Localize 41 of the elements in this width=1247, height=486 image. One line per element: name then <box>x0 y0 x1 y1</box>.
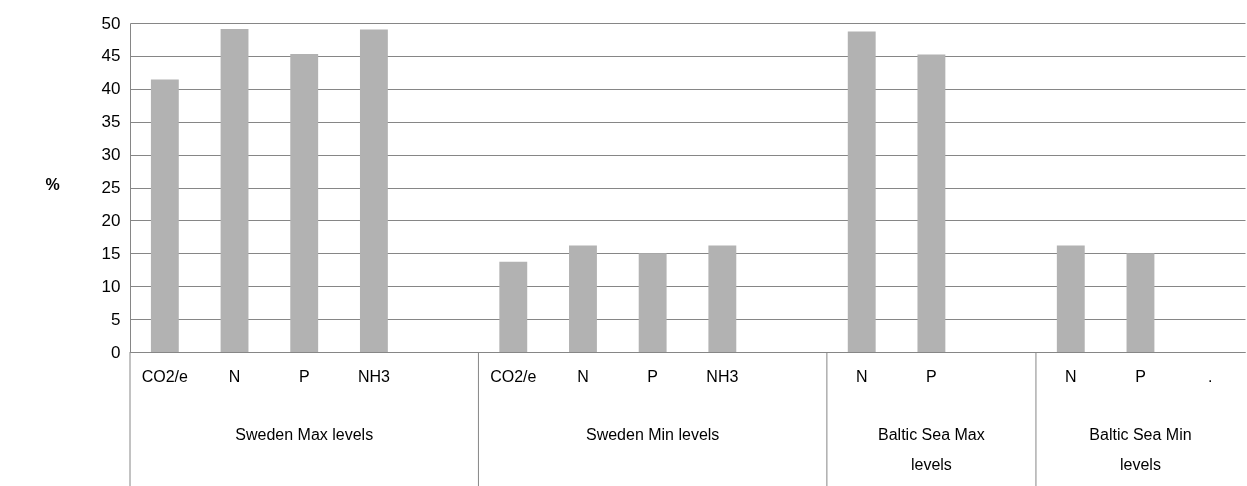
bar <box>569 245 597 352</box>
y-tick-label: 20 <box>101 210 121 230</box>
y-tick-label: 0 <box>111 342 121 362</box>
x-tick-label: N <box>1065 367 1077 385</box>
bar <box>638 253 667 352</box>
text: Baltic Sea Min levels <box>1089 426 1192 473</box>
bar <box>290 53 319 352</box>
x-tick-label: P <box>647 367 658 385</box>
y-tick-label: 35 <box>101 112 121 132</box>
bar <box>359 29 388 352</box>
bar <box>708 245 737 352</box>
bar <box>917 54 946 352</box>
y-tick-label: 25 <box>101 178 121 197</box>
y-tick-label: 50 <box>101 13 121 33</box>
x-tick-label: P <box>1135 367 1146 385</box>
y-tick-label: 30 <box>101 145 121 165</box>
y-tick-label: 40 <box>101 79 121 99</box>
bar <box>220 28 249 352</box>
bar <box>150 79 179 352</box>
x-tick-label: N <box>228 367 241 385</box>
x-tick-label: CO2/e <box>490 367 537 385</box>
x-tick-label: P <box>298 367 310 385</box>
bar <box>1126 253 1155 352</box>
bar <box>1056 245 1085 352</box>
y-tick-label: 15 <box>101 243 121 263</box>
bar <box>847 31 876 352</box>
y-tick-label: 10 <box>101 276 121 296</box>
text: Baltic Sea Max levels <box>878 426 985 473</box>
x-tick-label: N <box>855 367 868 385</box>
y-axis-title: % <box>45 176 60 193</box>
text: Sweden Min levels <box>585 426 720 443</box>
text: Sweden Max levels <box>235 426 374 443</box>
x-tick-label: P <box>926 367 937 385</box>
x-tick-label: . <box>1207 367 1213 385</box>
x-tick-label: CO2/e <box>141 367 189 385</box>
y-tick-label: 45 <box>101 46 121 66</box>
x-tick-label: NH3 <box>357 367 391 385</box>
y-tick-label: 5 <box>111 309 121 329</box>
x-tick-label: N <box>577 367 589 385</box>
x-tick-label: NH3 <box>706 367 739 385</box>
bar <box>499 261 528 352</box>
